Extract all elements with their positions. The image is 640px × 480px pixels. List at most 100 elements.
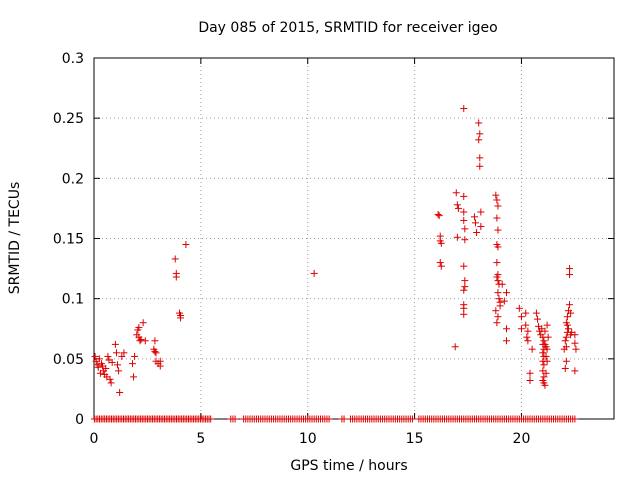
data-point bbox=[460, 262, 468, 270]
data-point bbox=[566, 301, 574, 309]
data-point bbox=[542, 369, 550, 377]
data-point bbox=[494, 226, 502, 234]
data-point bbox=[541, 381, 549, 389]
data-point bbox=[128, 360, 136, 368]
data-point bbox=[526, 369, 534, 377]
data-point bbox=[171, 255, 179, 263]
data-point bbox=[502, 289, 510, 297]
data-point bbox=[492, 191, 500, 199]
data-point bbox=[95, 355, 103, 363]
y-tick-label: 0.05 bbox=[53, 352, 84, 368]
data-point bbox=[116, 389, 124, 397]
data-point bbox=[493, 214, 501, 222]
data-point bbox=[151, 348, 159, 356]
data-point bbox=[108, 358, 116, 366]
data-point bbox=[476, 162, 484, 170]
y-tick-label: 0.3 bbox=[62, 51, 84, 67]
data-point bbox=[493, 259, 501, 267]
data-point bbox=[526, 376, 534, 384]
data-point bbox=[461, 236, 469, 244]
y-tick-label: 0 bbox=[75, 412, 84, 428]
data-point bbox=[135, 324, 143, 332]
data-point bbox=[544, 333, 552, 341]
data-point bbox=[495, 295, 503, 303]
data-point bbox=[436, 259, 444, 267]
data-point bbox=[571, 415, 579, 423]
data-point bbox=[437, 239, 445, 247]
data-point bbox=[435, 212, 443, 220]
data-point bbox=[475, 119, 483, 127]
data-point bbox=[542, 352, 550, 360]
x-tick-label: 15 bbox=[406, 431, 424, 447]
data-point bbox=[494, 289, 502, 297]
data-point bbox=[494, 202, 502, 210]
data-point bbox=[540, 373, 548, 381]
y-axis-label: SRMTID / TECUs bbox=[7, 182, 23, 295]
data-point bbox=[524, 337, 532, 345]
data-point bbox=[540, 337, 548, 345]
data-point bbox=[475, 136, 483, 144]
data-point bbox=[461, 277, 469, 285]
data-point bbox=[540, 361, 548, 369]
data-point bbox=[454, 204, 462, 212]
data-point bbox=[500, 297, 508, 305]
data-point bbox=[561, 337, 569, 345]
data-point bbox=[532, 309, 540, 317]
data-point bbox=[156, 362, 164, 370]
data-point bbox=[106, 375, 114, 383]
data-point bbox=[566, 265, 574, 273]
data-point bbox=[494, 313, 502, 321]
data-point bbox=[461, 283, 469, 291]
data-point bbox=[231, 415, 239, 423]
data-point bbox=[571, 339, 579, 347]
data-point bbox=[460, 192, 468, 200]
data-point bbox=[567, 309, 575, 317]
data-point bbox=[151, 337, 159, 345]
data-point bbox=[118, 352, 126, 360]
data-point bbox=[561, 364, 569, 372]
y-tick-label: 0.1 bbox=[62, 292, 84, 308]
data-point bbox=[493, 273, 501, 281]
data-point bbox=[152, 349, 160, 357]
data-point bbox=[476, 154, 484, 162]
data-point bbox=[522, 321, 530, 329]
data-point bbox=[130, 373, 138, 381]
data-point bbox=[434, 210, 442, 218]
data-point bbox=[460, 208, 468, 216]
data-point bbox=[502, 337, 510, 345]
data-point bbox=[120, 349, 128, 357]
data-point bbox=[541, 327, 549, 335]
data-point bbox=[131, 352, 139, 360]
data-point bbox=[563, 313, 571, 321]
y-tick-label: 0.2 bbox=[62, 171, 84, 187]
data-point bbox=[524, 327, 532, 335]
data-point bbox=[452, 189, 460, 197]
data-point bbox=[571, 367, 579, 375]
data-point bbox=[517, 313, 525, 321]
x-tick-label: 5 bbox=[196, 431, 205, 447]
data-point bbox=[111, 340, 119, 348]
data-point bbox=[477, 208, 485, 216]
data-point bbox=[473, 228, 481, 236]
data-point bbox=[564, 325, 572, 333]
data-point bbox=[437, 262, 445, 270]
data-point bbox=[571, 331, 579, 339]
data-point bbox=[470, 213, 478, 221]
x-tick-label: 0 bbox=[90, 431, 99, 447]
data-point bbox=[543, 345, 551, 353]
data-point bbox=[566, 271, 574, 279]
data-point bbox=[562, 343, 570, 351]
data-point bbox=[528, 345, 536, 353]
data-point bbox=[543, 321, 551, 329]
data-points bbox=[90, 105, 580, 423]
data-point bbox=[172, 273, 180, 281]
data-point bbox=[517, 325, 525, 333]
data-point bbox=[408, 415, 416, 423]
data-point bbox=[325, 415, 333, 423]
data-point bbox=[522, 309, 530, 317]
chart-title: Day 085 of 2015, SRMTID for receiver ige… bbox=[198, 20, 497, 36]
data-point bbox=[182, 241, 190, 249]
data-point bbox=[107, 379, 115, 387]
data-point bbox=[492, 307, 500, 315]
data-point bbox=[533, 315, 541, 323]
